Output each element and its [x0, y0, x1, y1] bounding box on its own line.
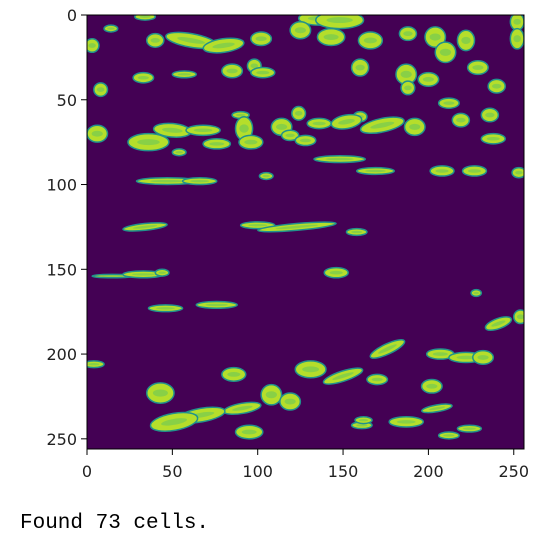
cell-blob — [238, 134, 264, 150]
cell-blob — [511, 166, 524, 179]
cell-blob — [289, 21, 312, 40]
y-axis-ticks: 0 50 100 150 200 250 — [46, 6, 87, 449]
cell-blob — [185, 124, 221, 137]
cell-blob — [103, 24, 119, 33]
cell-blob — [314, 15, 365, 30]
cell-blob — [127, 132, 170, 152]
cell-blob — [355, 166, 396, 176]
cell-blob — [350, 58, 370, 77]
cell-blob — [181, 177, 218, 186]
cell-blob — [154, 268, 170, 277]
cell-blob — [258, 171, 274, 181]
cell-blob — [171, 148, 187, 157]
cell-blob — [316, 27, 346, 47]
cell-blob — [234, 115, 254, 142]
x-axis-ticks: 0 50 100 150 200 250 — [82, 449, 529, 481]
cell-blob — [466, 60, 489, 76]
cell-blob — [147, 304, 184, 313]
x-tick-label: 0 — [82, 462, 92, 481]
cell-blob — [345, 227, 368, 237]
cell-blob — [429, 165, 455, 177]
cell-blob — [322, 367, 364, 385]
x-tick-label: 100 — [242, 462, 273, 481]
cell-blob — [294, 134, 317, 147]
x-tick-label: 200 — [413, 462, 444, 481]
cell-blob — [424, 26, 447, 48]
cell-blob — [437, 97, 460, 109]
y-tick-label: 250 — [46, 430, 77, 449]
output-text: Found 73 cells. — [20, 512, 210, 535]
cell-blob — [366, 373, 389, 386]
cell-blob — [480, 107, 500, 123]
cell-blob — [509, 27, 524, 50]
cell-blob — [250, 66, 276, 79]
cell-blob — [323, 266, 349, 279]
cell-blob — [202, 37, 245, 54]
cell-blob — [484, 316, 513, 331]
y-tick-label: 0 — [67, 6, 77, 25]
cell-blob — [417, 71, 440, 87]
cell-blob — [425, 348, 455, 360]
cell-blob — [165, 31, 218, 50]
cell-blob — [234, 424, 264, 440]
cell-blob — [388, 416, 425, 428]
cell-blob — [513, 309, 524, 325]
cell-blob — [354, 416, 373, 425]
cell-blob — [487, 78, 506, 94]
cell-blob — [359, 116, 405, 135]
cell-blob — [403, 117, 426, 137]
segmentation-blobs — [87, 15, 524, 440]
y-tick-label: 100 — [46, 176, 77, 195]
cell-blob — [313, 154, 366, 164]
x-tick-label: 50 — [162, 462, 182, 481]
cell-blob — [437, 431, 460, 440]
y-tick-label: 150 — [46, 260, 77, 279]
cell-blob — [260, 383, 283, 406]
cell-blob — [472, 349, 495, 365]
cell-blob — [257, 221, 337, 233]
cell-blob — [398, 26, 418, 42]
matplotlib-figure: 0 50 100 150 200 250 0 50 100 150 200 250 — [46, 6, 529, 481]
cell-blob — [357, 31, 384, 50]
cell-blob — [509, 15, 524, 32]
cell-blob — [294, 360, 327, 379]
cell-blob — [122, 222, 168, 232]
cell-blob — [202, 138, 232, 150]
x-tick-label: 250 — [498, 462, 529, 481]
cell-blob — [250, 31, 273, 47]
cell-blob — [461, 165, 488, 177]
cell-blob — [134, 15, 157, 21]
y-tick-label: 50 — [57, 91, 77, 110]
cell-blob — [470, 288, 483, 298]
plot-frame — [86, 14, 525, 450]
cell-blob — [291, 105, 307, 121]
cell-blob — [280, 129, 300, 142]
cell-blob — [451, 112, 471, 128]
cell-blob — [87, 124, 109, 143]
x-tick-label: 150 — [328, 462, 359, 481]
cell-blob — [279, 392, 302, 411]
cell-blob — [93, 82, 109, 98]
cell-blob — [456, 29, 476, 52]
cell-blob — [145, 382, 175, 404]
cell-blob — [149, 411, 199, 432]
cell-blob — [87, 360, 105, 369]
cell-blob — [221, 63, 244, 79]
cell-blob — [87, 37, 100, 54]
cell-blob — [400, 80, 416, 96]
cell-blob — [132, 71, 155, 84]
cell-blob — [434, 41, 457, 64]
cell-blob — [369, 339, 406, 359]
cell-blob — [456, 424, 483, 433]
cell-blob — [195, 300, 238, 310]
cell-blob — [480, 132, 506, 145]
cell-blob — [421, 403, 453, 414]
cell-blob — [306, 117, 332, 130]
cell-blob — [221, 366, 247, 382]
cell-blob — [171, 70, 197, 79]
y-tick-label: 200 — [46, 345, 77, 364]
cell-blob — [145, 32, 165, 48]
cell-blob — [330, 113, 363, 130]
cell-blob — [420, 378, 443, 394]
